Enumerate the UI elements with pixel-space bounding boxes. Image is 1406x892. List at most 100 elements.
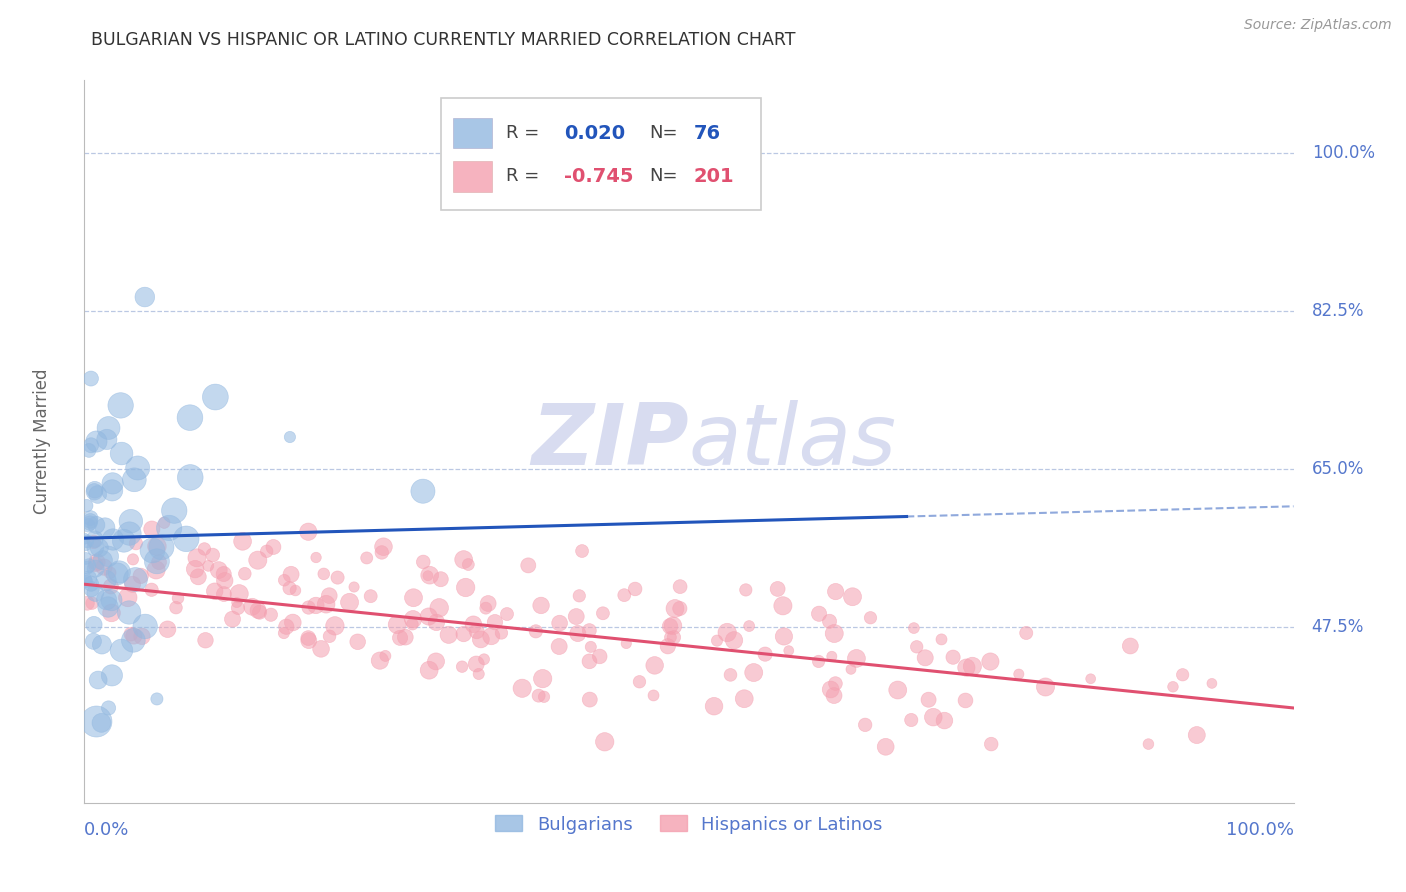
Point: [122, 629, 145, 643]
Point: [312, 566, 335, 581]
Point: [962, 659, 984, 673]
Point: [1161, 680, 1184, 694]
Point: [716, 625, 738, 640]
Point: [145, 563, 167, 577]
Point: [1171, 667, 1194, 681]
Point: [97, 549, 120, 564]
Point: [96, 592, 118, 607]
Point: [101, 483, 124, 498]
Point: [108, 565, 131, 579]
Point: [437, 628, 460, 642]
Point: [146, 539, 169, 553]
Point: [807, 655, 830, 669]
Text: Currently Married: Currently Married: [32, 368, 51, 515]
Point: [167, 591, 190, 606]
Point: [284, 583, 307, 598]
Point: [531, 672, 554, 686]
Point: [73, 532, 96, 546]
Point: [97, 701, 120, 715]
Point: [83, 483, 105, 497]
FancyBboxPatch shape: [453, 118, 492, 148]
Point: [146, 554, 169, 568]
Point: [75, 551, 97, 566]
Point: [75, 574, 97, 589]
Point: [374, 648, 396, 663]
Point: [1080, 672, 1102, 686]
Point: [841, 590, 863, 604]
Point: [942, 650, 965, 665]
Point: [578, 654, 600, 668]
Point: [820, 682, 842, 697]
Point: [931, 632, 953, 647]
Point: [150, 540, 173, 554]
Point: [118, 526, 141, 541]
Point: [120, 514, 142, 528]
Point: [356, 551, 378, 566]
Text: 100.0%: 100.0%: [1226, 821, 1294, 838]
Point: [510, 681, 533, 696]
Point: [425, 615, 447, 630]
Point: [346, 634, 368, 648]
Point: [110, 398, 132, 412]
Point: [427, 600, 450, 615]
Point: [221, 612, 243, 626]
Point: [89, 541, 111, 555]
Point: [1015, 626, 1038, 640]
Point: [772, 599, 794, 613]
Point: [1008, 667, 1031, 681]
Point: [75, 573, 97, 587]
Point: [592, 607, 614, 621]
Point: [84, 558, 107, 572]
Point: [146, 692, 169, 706]
Point: [823, 626, 845, 640]
Point: [256, 544, 278, 558]
Point: [453, 627, 475, 641]
Point: [738, 619, 761, 633]
Point: [83, 535, 105, 549]
Point: [80, 371, 103, 385]
Point: [875, 739, 897, 754]
Point: [134, 619, 156, 633]
Point: [416, 568, 439, 582]
Point: [669, 580, 692, 594]
Text: 47.5%: 47.5%: [1312, 617, 1364, 636]
Point: [579, 640, 602, 654]
Point: [97, 421, 120, 435]
Text: 201: 201: [693, 167, 734, 186]
Point: [97, 599, 120, 614]
Point: [472, 652, 495, 666]
Point: [122, 633, 145, 648]
Point: [86, 487, 108, 501]
Point: [86, 714, 108, 729]
Point: [643, 689, 665, 703]
Point: [110, 446, 132, 460]
Point: [214, 574, 236, 588]
Point: [232, 534, 254, 549]
Point: [859, 611, 882, 625]
Point: [120, 627, 142, 641]
Point: [83, 484, 105, 499]
Point: [212, 587, 235, 601]
Point: [418, 609, 440, 624]
Point: [186, 550, 208, 565]
Point: [412, 484, 434, 499]
Point: [1185, 728, 1208, 742]
Text: 82.5%: 82.5%: [1312, 301, 1364, 319]
Point: [401, 617, 423, 632]
Point: [733, 691, 755, 706]
Point: [491, 626, 513, 640]
Text: atlas: atlas: [689, 400, 897, 483]
Point: [273, 626, 295, 640]
Point: [593, 735, 616, 749]
Point: [84, 561, 107, 575]
Point: [129, 569, 152, 583]
Point: [706, 633, 728, 648]
Point: [624, 582, 647, 596]
Point: [773, 630, 796, 644]
Point: [105, 566, 128, 581]
Point: [578, 692, 600, 706]
Point: [470, 632, 492, 647]
Point: [823, 689, 845, 703]
Point: [659, 630, 682, 644]
Text: R =: R =: [506, 168, 546, 186]
